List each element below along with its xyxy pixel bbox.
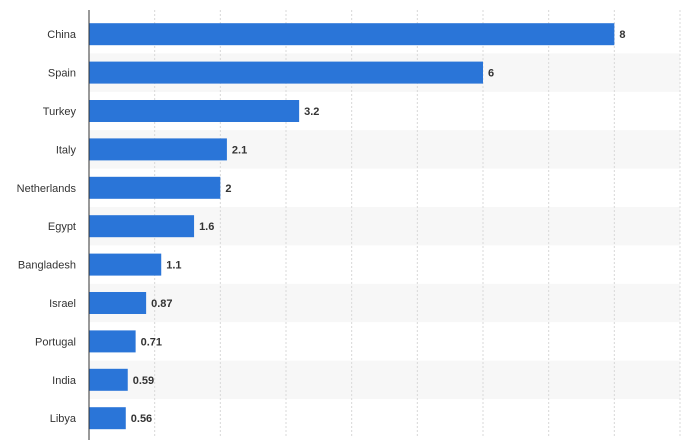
- value-label: 6: [488, 68, 494, 80]
- category-label: Italy: [56, 144, 77, 156]
- bar: [89, 292, 147, 314]
- category-label: Egypt: [48, 221, 76, 233]
- row-bands: [89, 53, 680, 399]
- category-label: Israel: [49, 298, 76, 310]
- value-label: 8: [619, 29, 625, 41]
- category-label: Portugal: [35, 336, 76, 348]
- category-labels: China Spain Turkey Italy Netherlands Egypt Ban…: [17, 29, 77, 425]
- category-label: China: [47, 29, 77, 41]
- bar: [89, 368, 128, 391]
- row-band: [89, 360, 680, 399]
- value-label: 1.6: [199, 221, 214, 233]
- bars: [89, 23, 615, 430]
- category-label: Netherlands: [17, 183, 77, 195]
- value-label: 3.2: [304, 106, 319, 118]
- bar: [89, 138, 227, 161]
- bar: [89, 407, 126, 430]
- value-label: 1.1: [166, 260, 181, 272]
- bar: [89, 23, 615, 46]
- bar: [89, 61, 483, 84]
- bar: [89, 215, 195, 238]
- category-label: Libya: [50, 413, 77, 425]
- category-label: Spain: [48, 68, 76, 80]
- value-label: 2.1: [232, 144, 247, 156]
- bar: [89, 100, 300, 122]
- value-label: 0.59: [133, 375, 154, 387]
- value-label: 0.71: [141, 336, 162, 348]
- category-label: Turkey: [43, 106, 77, 118]
- bar: [89, 253, 162, 276]
- bar: [89, 330, 136, 353]
- category-label: Bangladesh: [18, 260, 76, 272]
- value-labels: 8 6 3.2 2.1 2 1.6 1.1 0.87 0.71 0.59 0.56: [131, 29, 626, 425]
- value-label: 2: [225, 183, 231, 195]
- value-label: 0.87: [151, 298, 172, 310]
- value-label: 0.56: [131, 413, 152, 425]
- bar: [89, 176, 221, 199]
- row-band: [89, 283, 680, 323]
- category-label: India: [52, 375, 77, 387]
